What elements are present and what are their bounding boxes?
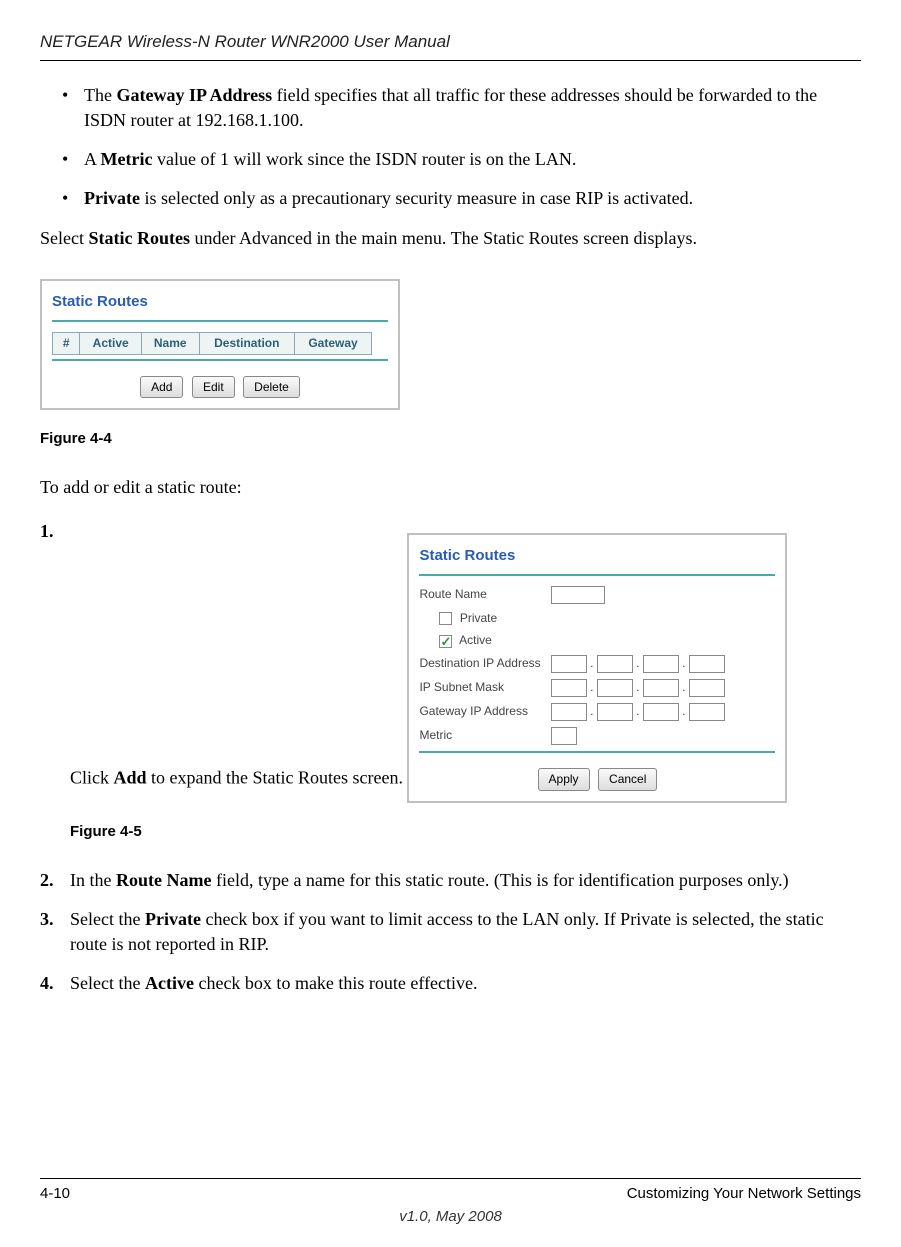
dest-ip-4[interactable]	[689, 655, 725, 673]
row-active: Active	[419, 632, 775, 649]
bullet-metric: A Metric value of 1 will work since the …	[62, 147, 861, 172]
col-gateway: Gateway	[295, 332, 372, 354]
text: In the	[70, 870, 116, 890]
col-active: Active	[80, 332, 141, 354]
bold: Static Routes	[88, 228, 190, 248]
text: check box to make this route effective.	[194, 973, 478, 993]
page-footer: 4-10 Customizing Your Network Settings v…	[40, 1178, 861, 1227]
step-num: 1.	[40, 519, 54, 544]
text: is selected only as a precautionary secu…	[140, 188, 693, 208]
bold: Route Name	[116, 870, 211, 890]
rule	[419, 751, 775, 753]
lead-para: To add or edit a static route:	[40, 475, 861, 500]
text: Select the	[70, 973, 145, 993]
bullet-gateway: The Gateway IP Address field specifies t…	[62, 83, 861, 133]
row-dest-ip: Destination IP Address . . .	[419, 655, 775, 673]
gw-1[interactable]	[551, 703, 587, 721]
text: Select the	[70, 909, 145, 929]
figure-4-5: Static Routes Route Name Private Active …	[407, 533, 787, 803]
col-destination: Destination	[199, 332, 294, 354]
bold: Metric	[101, 149, 153, 169]
step-num: 3.	[40, 907, 54, 932]
figure-4-4-caption: Figure 4-4	[40, 428, 861, 449]
step-3: 3. Select the Private check box if you w…	[40, 907, 861, 957]
gw-4[interactable]	[689, 703, 725, 721]
bullet-list: The Gateway IP Address field specifies t…	[40, 83, 861, 212]
apply-button[interactable]: Apply	[538, 768, 590, 791]
dest-ip-1[interactable]	[551, 655, 587, 673]
text: field, type a name for this static route…	[211, 870, 788, 890]
text: Select	[40, 228, 88, 248]
doc-version: v1.0, May 2008	[40, 1206, 861, 1227]
route-name-input[interactable]	[551, 586, 605, 604]
rule	[52, 359, 388, 361]
text: A	[84, 149, 101, 169]
label: Metric	[419, 727, 547, 744]
row-gw: Gateway IP Address . . .	[419, 703, 775, 721]
private-checkbox[interactable]	[439, 612, 452, 625]
bold: Private	[145, 909, 201, 929]
gw-3[interactable]	[643, 703, 679, 721]
bold: Active	[145, 973, 194, 993]
figure-4-5-caption: Figure 4-5	[70, 821, 861, 842]
text: to expand the Static Routes screen.	[147, 767, 403, 787]
step-num: 2.	[40, 868, 54, 893]
figure-4-4: Static Routes # Active Name Destination …	[40, 279, 400, 411]
intro-para: Select Static Routes under Advanced in t…	[40, 226, 861, 251]
step-list: 1. Click Add to expand the Static Routes…	[40, 519, 861, 997]
row-mask: IP Subnet Mask . . .	[419, 679, 775, 697]
metric-input[interactable]	[551, 727, 577, 745]
text: under Advanced in the main menu. The Sta…	[190, 228, 697, 248]
step-4: 4. Select the Active check box to make t…	[40, 971, 861, 996]
panel-title: Static Routes	[419, 545, 775, 566]
col-index: #	[53, 332, 80, 354]
row-private: Private	[419, 610, 775, 627]
active-checkbox[interactable]	[439, 635, 452, 648]
row-route-name: Route Name	[419, 586, 775, 604]
add-button[interactable]: Add	[140, 376, 183, 399]
mask-3[interactable]	[643, 679, 679, 697]
edit-button[interactable]: Edit	[192, 376, 235, 399]
step-1: 1. Click Add to expand the Static Routes…	[40, 519, 861, 842]
mask-4[interactable]	[689, 679, 725, 697]
bold: Private	[84, 188, 140, 208]
mask-2[interactable]	[597, 679, 633, 697]
text: value of 1 will work since the ISDN rout…	[152, 149, 576, 169]
section-title: Customizing Your Network Settings	[627, 1183, 861, 1204]
bold: Add	[114, 767, 147, 787]
mask-1[interactable]	[551, 679, 587, 697]
gw-2[interactable]	[597, 703, 633, 721]
label: Gateway IP Address	[419, 703, 547, 720]
label: IP Subnet Mask	[419, 679, 547, 696]
bold: Gateway IP Address	[116, 85, 272, 105]
delete-button[interactable]: Delete	[243, 376, 300, 399]
step-2: 2. In the Route Name field, type a name …	[40, 868, 861, 893]
step-num: 4.	[40, 971, 54, 996]
page-number: 4-10	[40, 1183, 70, 1204]
doc-title: NETGEAR Wireless-N Router WNR2000 User M…	[40, 32, 450, 51]
bullet-private: Private is selected only as a precaution…	[62, 186, 861, 211]
routes-table: # Active Name Destination Gateway	[52, 332, 372, 355]
panel-title: Static Routes	[52, 291, 388, 312]
rule	[52, 320, 388, 322]
text: Click	[70, 767, 114, 787]
label: Destination IP Address	[419, 655, 547, 672]
text: The	[84, 85, 116, 105]
label: Route Name	[419, 586, 547, 603]
label: Private	[460, 611, 497, 625]
cancel-button[interactable]: Cancel	[598, 768, 657, 791]
rule	[419, 574, 775, 576]
doc-header: NETGEAR Wireless-N Router WNR2000 User M…	[40, 30, 861, 61]
dest-ip-3[interactable]	[643, 655, 679, 673]
dest-ip-2[interactable]	[597, 655, 633, 673]
col-name: Name	[141, 332, 199, 354]
label: Active	[459, 633, 492, 647]
row-metric: Metric	[419, 727, 775, 745]
